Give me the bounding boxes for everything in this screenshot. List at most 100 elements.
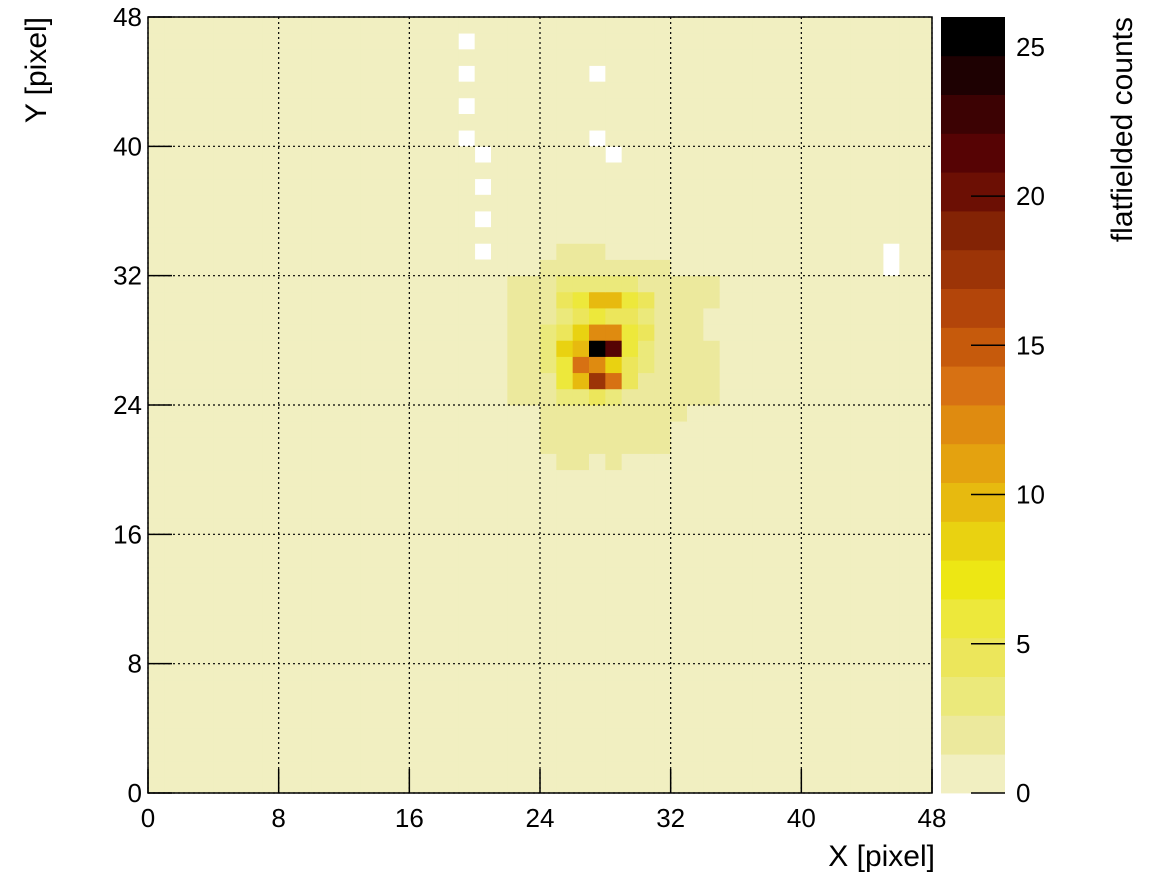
cell [785, 728, 802, 745]
cell [197, 178, 214, 196]
cell [262, 760, 280, 778]
cell [621, 388, 639, 406]
cell [915, 647, 933, 665]
cell [752, 178, 770, 196]
cell [719, 308, 737, 325]
cell [621, 33, 639, 50]
cell [425, 582, 443, 600]
cell [556, 437, 574, 454]
cell [883, 194, 900, 212]
cell [572, 388, 590, 406]
cell [899, 324, 917, 341]
cell [719, 49, 737, 66]
cell [148, 308, 165, 325]
cell [246, 356, 263, 374]
cell [834, 356, 851, 374]
cell [834, 582, 851, 600]
cell [295, 728, 312, 745]
cell [703, 744, 721, 762]
cell [344, 437, 361, 454]
cell [409, 776, 427, 794]
cell [474, 631, 492, 648]
cell [572, 291, 590, 309]
cell [229, 275, 247, 293]
cell [719, 178, 737, 196]
cell [866, 388, 884, 406]
cell [197, 437, 214, 454]
cell [589, 308, 606, 325]
cell [393, 421, 410, 438]
cell [752, 162, 770, 180]
cell [915, 663, 933, 681]
cell [768, 81, 786, 99]
cell [883, 162, 900, 180]
cell [311, 502, 329, 519]
cell [736, 308, 753, 325]
cell [899, 275, 917, 293]
cell [687, 372, 704, 390]
cell [768, 194, 786, 212]
cell [523, 194, 541, 212]
cell [180, 194, 198, 212]
cell [899, 760, 917, 778]
cell [703, 211, 721, 228]
cell [262, 130, 280, 147]
cell [638, 162, 655, 180]
cell [474, 534, 492, 551]
cell [295, 308, 312, 325]
cell [180, 81, 198, 99]
cell [621, 550, 639, 568]
cell [801, 631, 819, 648]
cell [523, 130, 541, 147]
cell [752, 453, 770, 471]
cell [801, 130, 819, 147]
cell [915, 372, 933, 390]
cell [817, 599, 835, 616]
cell [376, 291, 394, 309]
cell [752, 405, 770, 422]
cell [507, 744, 525, 762]
cell [458, 356, 476, 374]
cell [866, 776, 884, 794]
cell [572, 146, 590, 163]
cell [589, 259, 606, 277]
cell [719, 146, 737, 163]
cell [344, 744, 361, 762]
cell [572, 49, 590, 66]
cell [654, 211, 672, 228]
cell [687, 696, 704, 713]
cell [425, 615, 443, 632]
cell [327, 65, 345, 83]
cell [425, 663, 443, 681]
cell [474, 453, 492, 471]
cell [507, 372, 525, 390]
cell [719, 97, 737, 115]
cell [866, 453, 884, 471]
cell [817, 275, 835, 293]
cell [703, 405, 721, 422]
cell [540, 712, 557, 729]
cell [327, 114, 345, 131]
cell [180, 437, 198, 454]
cell [474, 33, 492, 50]
cell [736, 388, 753, 406]
cell [670, 17, 688, 34]
cell [719, 211, 737, 228]
cell [736, 421, 753, 438]
cell [360, 356, 378, 374]
cell [883, 550, 900, 568]
cell [638, 453, 655, 471]
cell [719, 776, 737, 794]
cell [736, 49, 753, 66]
cell [621, 744, 639, 762]
cell [605, 550, 623, 568]
cell [262, 744, 280, 762]
cell [474, 679, 492, 697]
cell [327, 421, 345, 438]
x-tick-label: 32 [656, 803, 685, 833]
cell [360, 324, 378, 341]
cell [589, 275, 606, 293]
cell [817, 178, 835, 196]
cell [915, 49, 933, 66]
cell [768, 243, 786, 260]
